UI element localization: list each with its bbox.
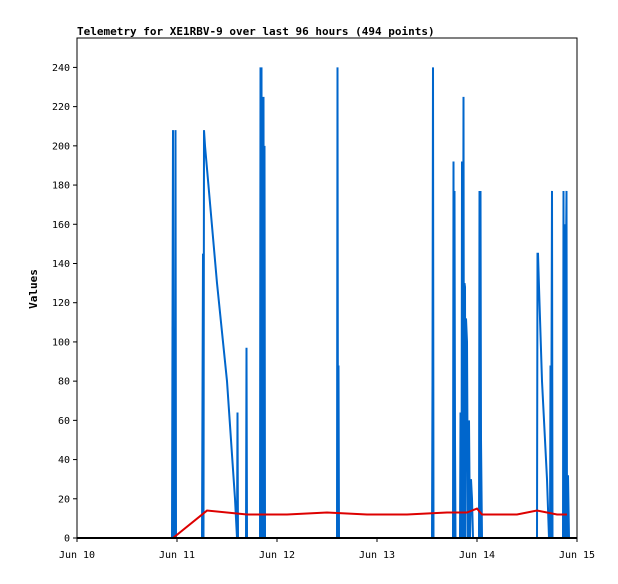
- chart-title: Telemetry for XE1RBV-9 over last 96 hour…: [77, 25, 435, 38]
- y-axis-ticks: 0 20 40 60 80 100 120 140 160 180 200 220 240: [52, 63, 77, 545]
- y-tick-label: 20: [58, 494, 70, 505]
- y-tick-label: 160: [52, 220, 70, 231]
- x-tick-label: Jun 13: [359, 550, 395, 561]
- y-tick-label: 240: [52, 63, 70, 74]
- series-line-red: [172, 507, 567, 539]
- x-tick-label: Jun 15: [559, 550, 595, 561]
- x-axis-ticks: Jun 10 Jun 11 Jun 12 Jun 13 Jun 14 Jun 15: [59, 538, 595, 561]
- y-tick-label: 80: [58, 377, 70, 388]
- y-axis-label: Values: [27, 269, 40, 309]
- plot-frame: [76, 37, 578, 539]
- y-tick-label: 0: [64, 534, 70, 545]
- x-tick-label: Jun 14: [459, 550, 495, 561]
- x-tick-label: Jun 12: [259, 550, 295, 561]
- series-line-blue: [171, 67, 570, 539]
- y-tick-label: 40: [58, 455, 70, 466]
- y-tick-label: 220: [52, 102, 70, 113]
- y-tick-label: 140: [52, 259, 70, 270]
- x-tick-label: Jun 10: [59, 550, 95, 561]
- series-layer: [77, 67, 577, 539]
- y-tick-label: 60: [58, 416, 70, 427]
- y-tick-label: 100: [52, 337, 70, 348]
- x-tick-label: Jun 11: [159, 550, 195, 561]
- y-tick-label: 120: [52, 298, 70, 309]
- y-tick-label: 180: [52, 181, 70, 192]
- y-tick-label: 200: [52, 141, 70, 152]
